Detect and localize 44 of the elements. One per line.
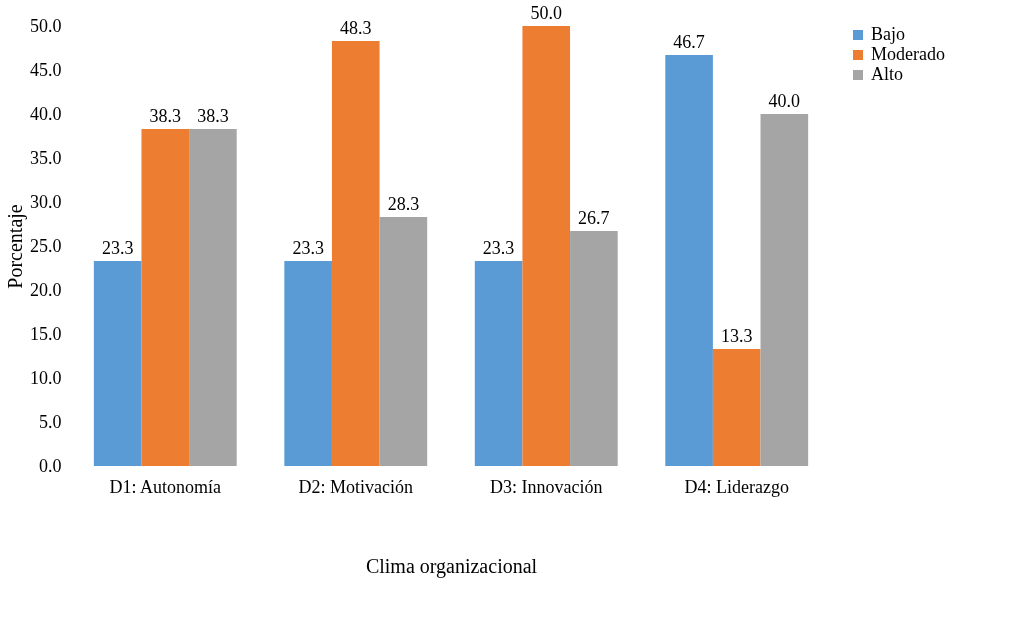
bar [189,128,237,466]
y-tick-label: 50.0 [30,15,62,36]
y-tick-label: 15.0 [30,323,62,344]
bar [331,40,380,466]
data-label: 13.3 [720,325,753,346]
y-tick-label: 40.0 [30,103,62,124]
y-tick-label: 0.0 [39,455,62,476]
x-tick-label: D3: Innovación [490,476,603,497]
data-label: 38.3 [149,105,182,126]
bar [93,260,142,466]
data-label: 23.3 [101,237,134,258]
bar [665,55,713,466]
legend-label: Moderado [871,44,945,64]
bar [379,216,428,466]
bar [712,348,761,466]
bar [284,260,332,466]
x-tick-label: D4: Liderazgo [684,476,789,497]
data-label: 28.3 [387,193,420,214]
x-tick-label: D1: Autonomía [109,476,222,497]
bar [141,128,190,466]
data-label: 26.7 [578,208,610,229]
y-tick-label: 45.0 [30,59,62,80]
bar [570,231,618,466]
data-label: 48.3 [340,17,372,38]
x-axis-title: Clima organizacional [365,554,538,578]
legend-label: Alto [871,64,904,84]
y-axis-title: Porcentaje [4,204,27,289]
bar [522,26,571,466]
y-tick-label: 5.0 [39,411,62,432]
x-tick-label: D2: Motivación [298,476,414,497]
data-label: 23.3 [292,237,324,258]
data-label: 38.3 [197,105,229,126]
data-label: 46.7 [673,32,705,53]
bar [474,260,523,466]
data-label: 23.3 [482,237,515,258]
y-tick-label: 25.0 [30,235,62,256]
y-tick-label: 20.0 [30,279,62,300]
y-tick-label: 30.0 [30,191,62,212]
legend-label: Bajo [871,24,905,44]
bar [760,114,809,466]
data-label: 50.0 [530,3,562,23]
y-tick-label: 35.0 [30,147,62,168]
data-label: 40.0 [768,91,801,111]
y-tick-label: 10.0 [30,367,62,388]
